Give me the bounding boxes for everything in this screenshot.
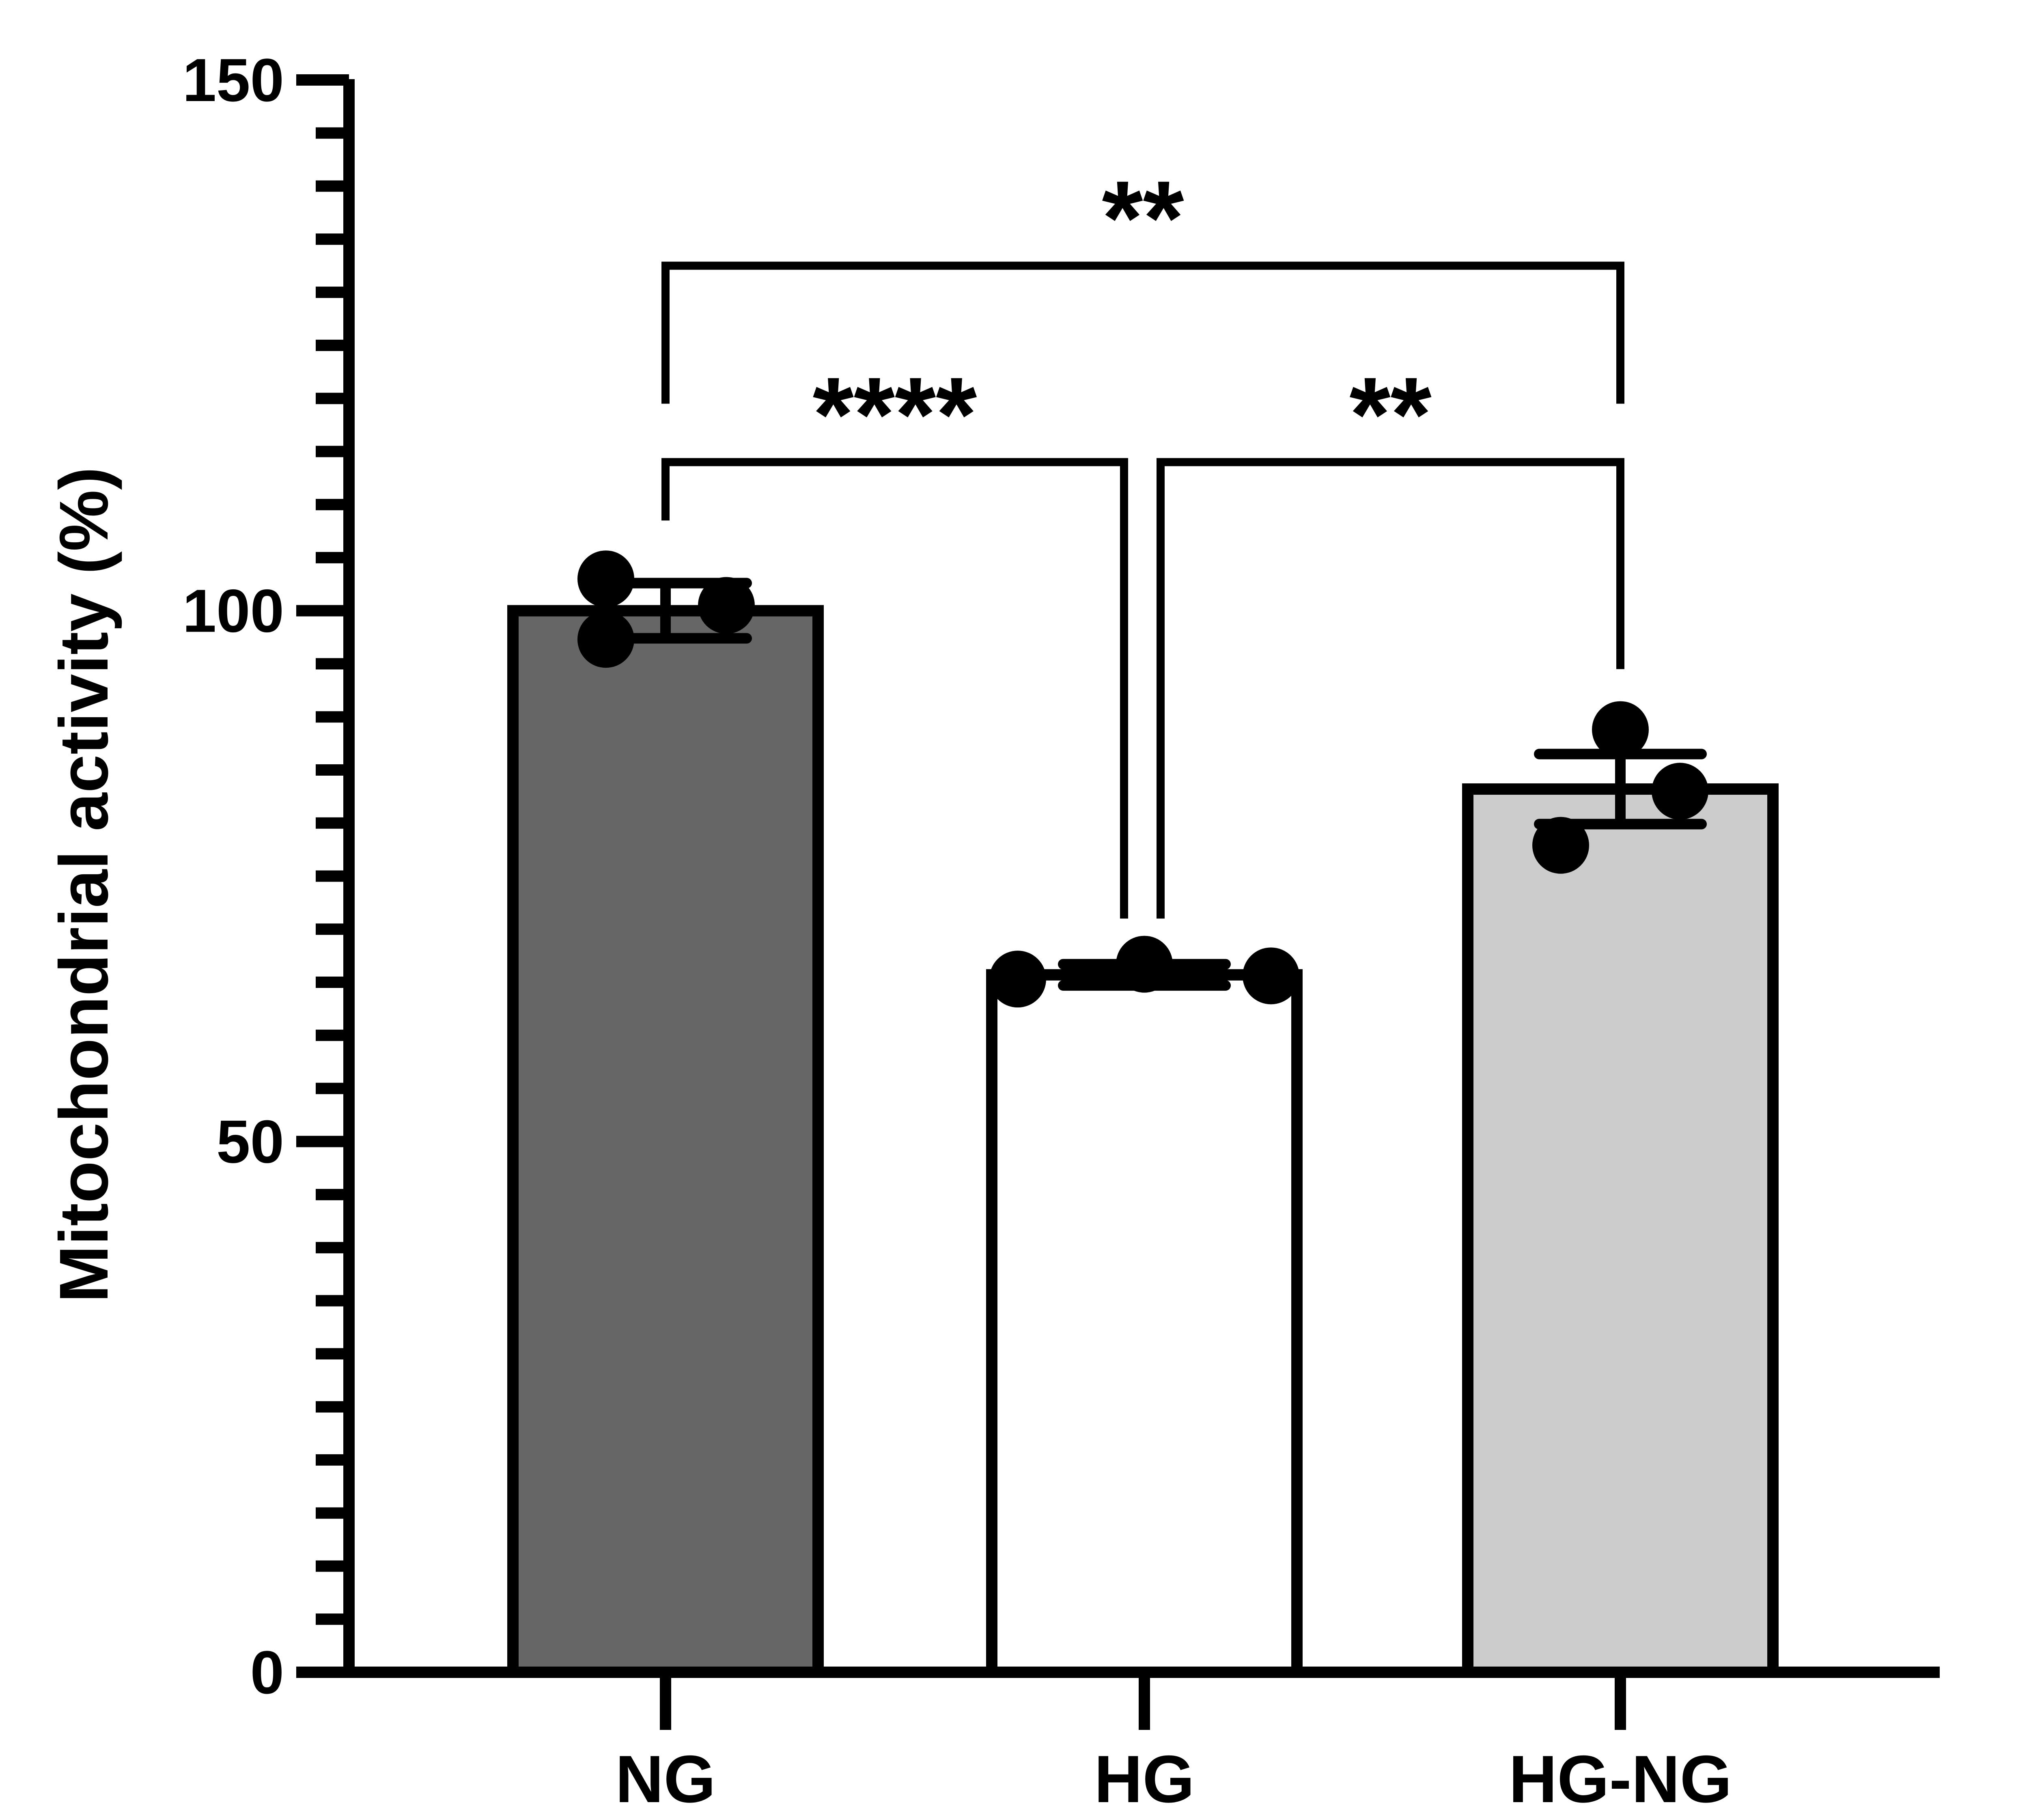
significance-layer: ****** ** (661, 160, 1624, 919)
data-point-hg-ng-1 (1592, 701, 1649, 758)
data-point-ng-2 (577, 611, 634, 668)
y-tick-label: 100 (183, 577, 284, 645)
bracket-line (661, 458, 1128, 919)
significance-label: **** (813, 356, 977, 474)
axes-layer: 0 50 100 150 NG HG HG-NG (183, 46, 1940, 1816)
significance-label: ** (1102, 160, 1184, 277)
data-point-hg-2 (1116, 936, 1173, 993)
y-tick-label: 150 (183, 46, 284, 114)
significance-bracket-2: **** (661, 356, 1128, 919)
y-tick-label: 0 (250, 1638, 284, 1706)
x-tick-label-hg-ng: HG-NG (1509, 1742, 1732, 1816)
data-point-hg-ng-3 (1532, 817, 1589, 874)
data-point-hg-ng-2 (1652, 763, 1708, 820)
significance-bracket-1: ** (661, 160, 1624, 404)
bracket-line (661, 261, 1624, 404)
bar-ng (507, 605, 824, 1678)
bar-hg-ng (1462, 783, 1779, 1678)
bar-hg (986, 969, 1303, 1678)
significance-label: ** (1349, 356, 1432, 474)
y-tick-label: 50 (216, 1107, 284, 1175)
x-tick-label-hg: HG (1094, 1742, 1195, 1816)
data-point-hg-1 (989, 951, 1046, 1008)
data-point-ng-1 (577, 550, 634, 608)
data-point-ng-3 (698, 577, 755, 634)
bracket-line (1157, 458, 1624, 919)
y-axis-title: Mitochondrial activity (%) (45, 467, 123, 1302)
data-points-layer (577, 550, 1708, 1008)
data-point-hg-3 (1243, 947, 1299, 1005)
significance-bracket-3: ** (1157, 356, 1624, 919)
bars-layer (507, 605, 1779, 1678)
x-tick-label-ng: NG (615, 1742, 716, 1816)
